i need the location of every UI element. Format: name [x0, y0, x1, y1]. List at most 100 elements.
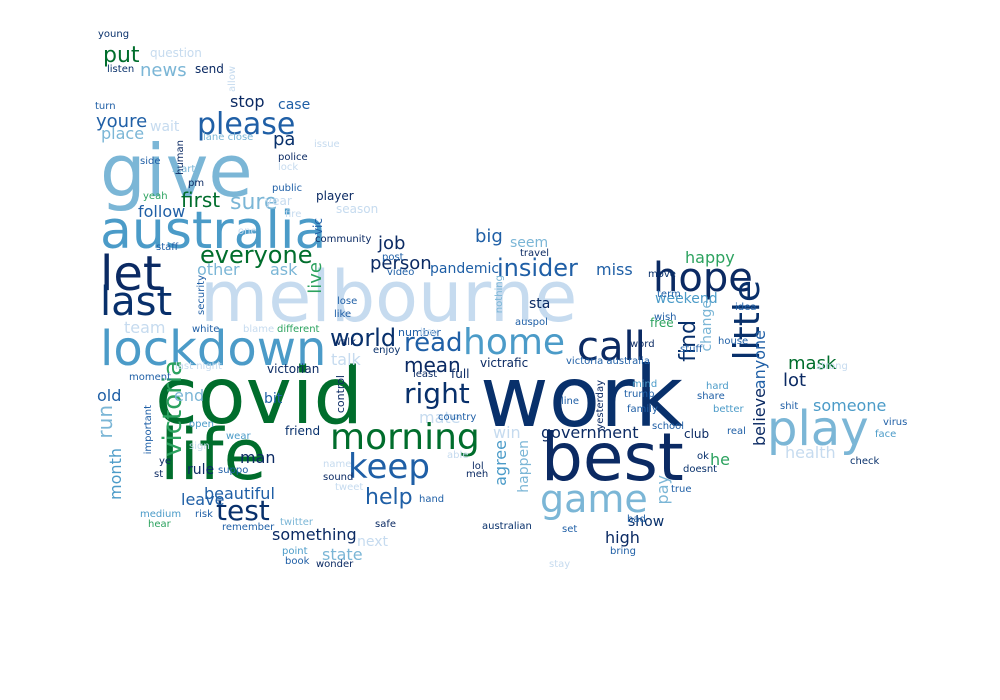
word-state: state	[322, 545, 363, 564]
word-team: team	[124, 318, 166, 337]
word-victorian: victorian	[267, 362, 320, 376]
word-moment: moment	[129, 372, 172, 383]
word-term: term	[657, 289, 681, 300]
word-issue: issue	[314, 139, 340, 150]
word-call: call	[577, 324, 646, 370]
word-virus: virus	[883, 417, 908, 428]
word-big: big	[475, 226, 503, 247]
word-home: home	[463, 322, 566, 363]
word-change: change	[699, 300, 715, 352]
word-lock: lock	[278, 162, 299, 173]
word-agree: agree	[491, 440, 510, 486]
word-like: like	[334, 309, 352, 320]
word-tweet: tweet	[335, 482, 364, 493]
word-send: send	[195, 62, 224, 76]
word-allow: allow	[227, 66, 238, 92]
word-player: player	[316, 189, 354, 203]
word-different: different	[277, 324, 320, 335]
word-read: read	[404, 328, 463, 358]
word-meh: meh	[466, 469, 489, 480]
word-full: full	[451, 367, 470, 381]
word-sure: sure	[230, 190, 278, 215]
word-point: point	[282, 546, 308, 557]
word-pay: pay	[653, 475, 672, 505]
word-white: white	[192, 324, 220, 335]
word-lol: lol	[472, 461, 484, 472]
word-suppo: suppo	[218, 465, 249, 476]
word-move: move	[648, 269, 676, 280]
word-youre: youre	[96, 111, 148, 132]
word-set: set	[562, 524, 578, 535]
word-case: case	[278, 97, 311, 113]
word-vic: vic	[311, 218, 325, 236]
word-question: question	[150, 46, 202, 60]
word-year: year	[265, 194, 292, 208]
word-community: community	[315, 234, 372, 245]
word-believe: believe	[750, 388, 769, 447]
word-please: please	[197, 107, 296, 142]
word-important: important	[143, 405, 154, 455]
word-sign: sign	[189, 441, 210, 452]
word-rule: rule	[187, 462, 215, 478]
word-number: number	[398, 326, 441, 339]
word-mind: mind	[632, 379, 658, 390]
word-next: next	[357, 534, 389, 550]
word-last: last	[100, 279, 173, 325]
word-video: video	[387, 267, 415, 278]
word-health: health	[785, 443, 836, 462]
word-trump: trump	[624, 389, 655, 400]
word-morning: morning	[330, 417, 480, 458]
word-human: human	[175, 140, 186, 175]
word-wait: wait	[150, 119, 180, 135]
word-world: world	[330, 324, 397, 352]
word-doesnt: doesnt	[683, 464, 718, 475]
word-follow: follow	[138, 202, 186, 221]
word-weekend: weekend	[655, 291, 718, 307]
word-something: something	[272, 525, 357, 544]
word-security: security	[196, 275, 207, 315]
word-help: help	[365, 485, 413, 510]
word-covid: covid	[155, 352, 363, 442]
word-ask: ask	[270, 260, 298, 279]
word-stuff: stuff	[680, 344, 703, 355]
word-play: play	[767, 401, 869, 457]
word-line: line	[561, 396, 580, 407]
word-fire: fire	[285, 209, 302, 220]
word-bit: bit	[264, 391, 283, 407]
word-country: country	[438, 412, 477, 423]
word-better: better	[713, 404, 744, 415]
word-turn: turn	[95, 101, 116, 112]
word-police: police	[278, 152, 308, 163]
word-place: place	[101, 124, 145, 143]
word-test: test	[216, 494, 270, 527]
word-give: give	[100, 129, 253, 213]
word-walk: walk	[333, 337, 356, 348]
word-enjoy: enjoy	[373, 345, 401, 356]
word-stop: stop	[230, 92, 265, 111]
word-lot: lot	[783, 370, 807, 391]
word-mean: mean	[404, 353, 461, 377]
word-st: st	[154, 469, 164, 480]
word-post: post	[382, 252, 404, 263]
word-free: free	[650, 316, 674, 330]
word-share: share	[697, 391, 725, 402]
word-put: put	[103, 43, 140, 68]
word-blame: blame	[243, 324, 275, 335]
word-sta: sta	[529, 296, 551, 312]
word-listen: listen	[107, 64, 135, 75]
word-word: word	[630, 339, 655, 350]
word-strong: strong	[816, 361, 848, 372]
word-school: school	[652, 421, 685, 432]
word-yesterday: yesterday	[595, 380, 606, 430]
word-anyone: anyone	[750, 330, 769, 390]
word-right: right	[404, 377, 470, 410]
word-ok: ok	[697, 451, 709, 462]
word-bad: bad	[627, 514, 646, 525]
word-friend: friend	[285, 424, 321, 438]
word-government: government	[541, 423, 639, 442]
word-idea: idea	[735, 302, 757, 313]
word-name: name	[323, 459, 352, 470]
word-victoria-australia: victoria australia	[566, 356, 650, 367]
word-other: other	[197, 260, 240, 279]
